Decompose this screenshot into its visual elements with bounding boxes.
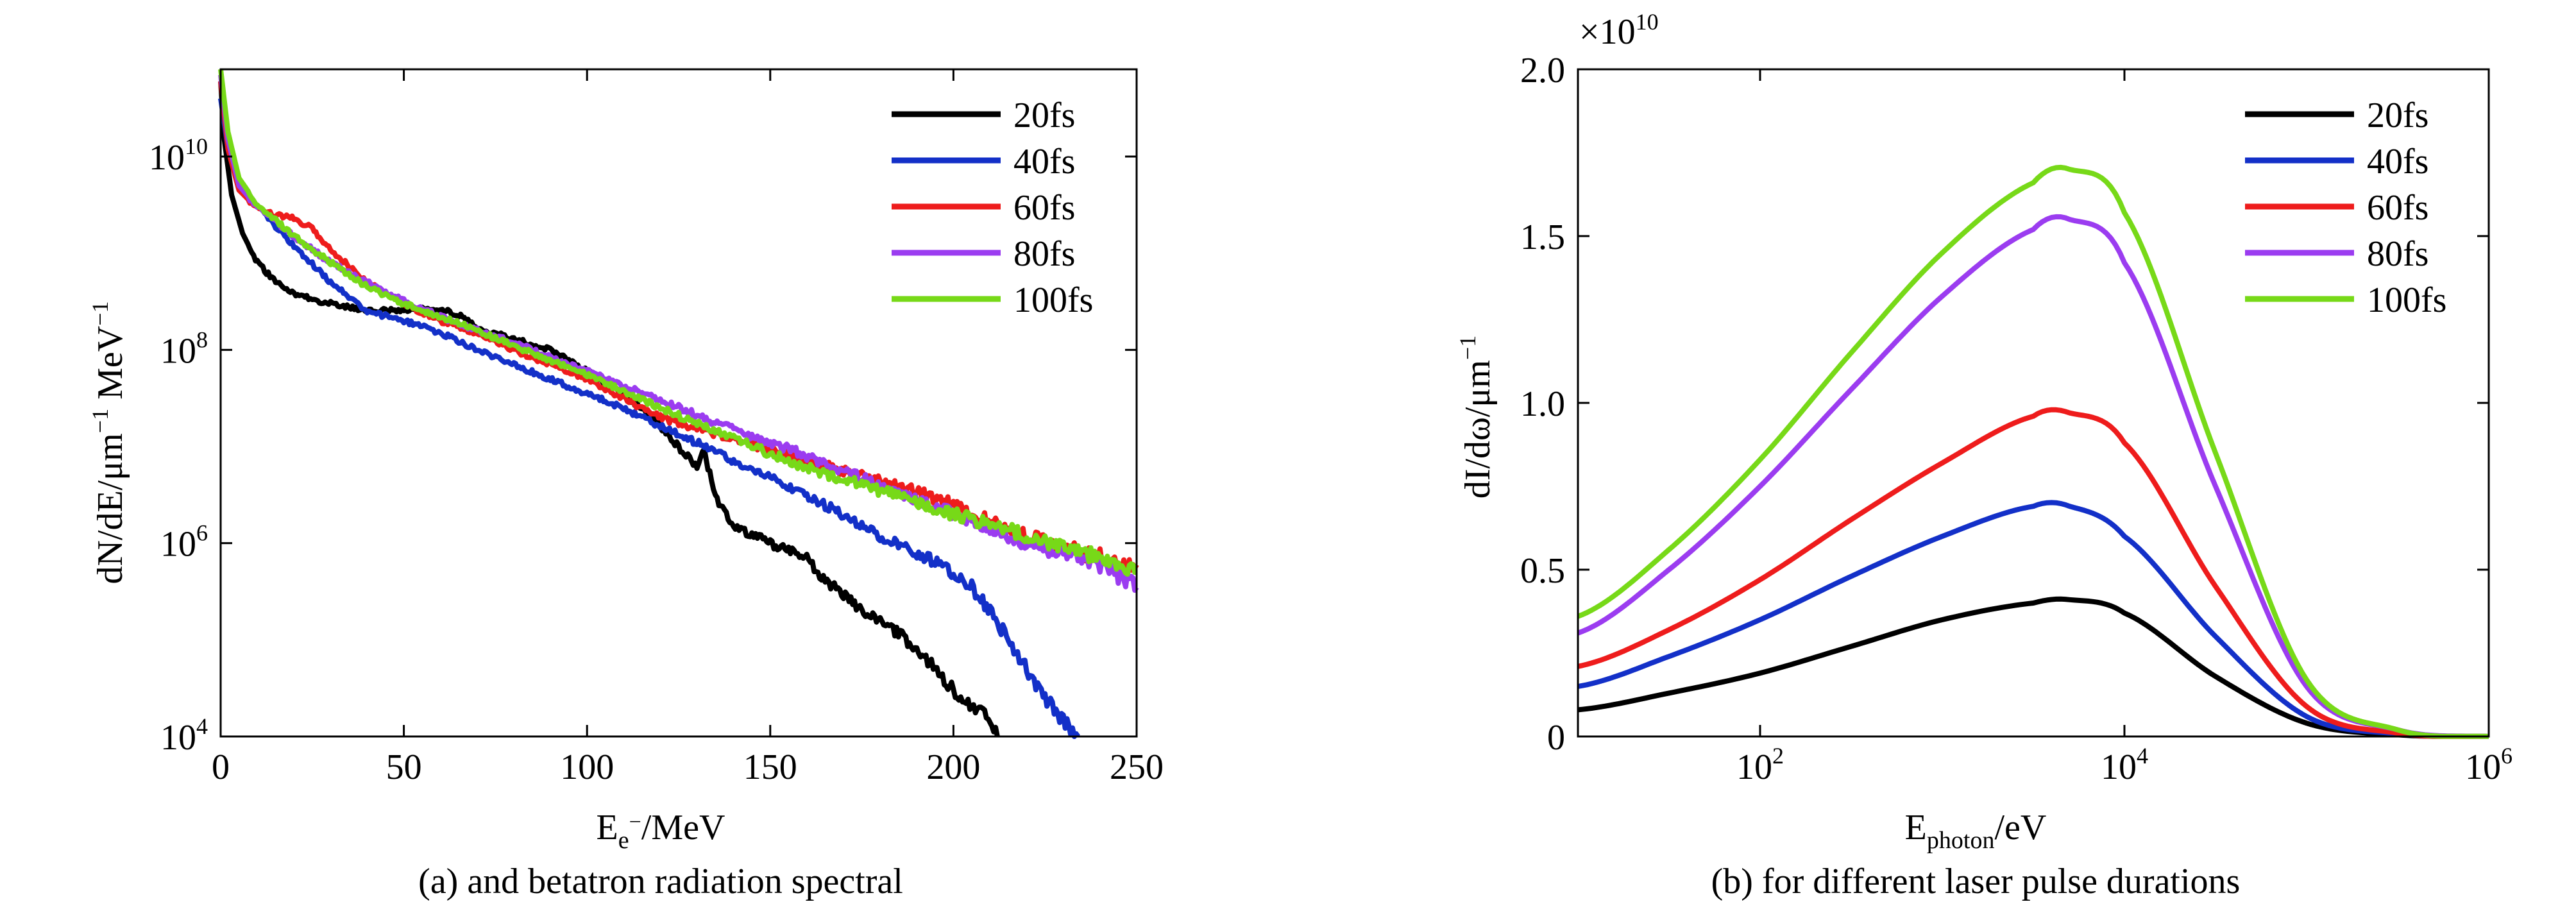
a-series-line-40fs [218, 98, 1080, 739]
a-series-line-20fs [218, 81, 1000, 737]
caption-a: (a) and betatron radiation spectral [418, 862, 903, 901]
b-legend-label-20fs: 20fs [2367, 96, 2428, 135]
b-y-tick-label: 0 [1547, 718, 1565, 758]
b-series-line-100fs [1577, 164, 2489, 739]
a-y-tick-label: 108 [160, 327, 208, 371]
b-x-tick-label: 104 [2101, 743, 2148, 787]
plot-area-b: 102 104 10600.51.01.52.020fs40fs60fs80fs10… [1520, 51, 2512, 787]
a-y-ticks: 104 106 108 1010 [149, 133, 1137, 758]
b-x-ticks: 102 104 106 [1736, 69, 2512, 787]
b-y-ticks: 0 0.5 1.0 1.5 2.0 [1520, 51, 2489, 758]
a-legend-label-80fs: 80fs [1013, 234, 1075, 274]
b-series-line-40fs [1577, 500, 2489, 739]
a-x-tick-label: 50 [386, 747, 422, 787]
spectrum-chart-a: 0 50 100 150 200 250 104 106 108 1010 20fs 40fs 60fs… [87, 68, 1164, 901]
b-legend-label-80fs: 80fs [2367, 234, 2428, 274]
a-legend-label-40fs: 40fs [1013, 142, 1075, 182]
b-y-tick-label: 2.0 [1520, 51, 1565, 90]
a-legend-label-100fs: 100fs [1013, 280, 1093, 320]
a-y-tick-label: 106 [160, 520, 208, 565]
x-axis-label-a: Ee−/MeV [597, 808, 725, 854]
a-x-tick-label: 200 [926, 747, 980, 787]
a-legend: 20fs 40fs 60fs 80fs 100fs [892, 96, 1093, 320]
plot-area-a: 0 50 100 150 200 250 104 106 108 1010 20fs 40fs 60fs… [149, 68, 1164, 787]
spectrum-chart-b: 102 104 10600.51.01.52.020fs40fs60fs80fs10… [1455, 9, 2512, 901]
multiplier-label-b: ×1010 [1579, 9, 1659, 52]
a-x-tick-label: 100 [560, 747, 614, 787]
a-series-line-80fs [218, 74, 1139, 593]
b-legend: 20fs 40fs 60fs 80fs 100fs [2245, 96, 2446, 320]
b-legend-label-100fs: 100fs [2367, 280, 2446, 320]
b-series-line-80fs [1577, 214, 2489, 739]
caption-b: (b) for different laser pulse durations [1711, 862, 2241, 901]
b-y-tick-label: 1.0 [1520, 384, 1565, 424]
a-series-line-100fs [218, 69, 1138, 577]
a-legend-label-60fs: 60fs [1013, 188, 1075, 228]
a-legend-label-20fs: 20fs [1013, 96, 1075, 135]
b-series-group [1577, 164, 2489, 739]
b-y-tick-label: 0.5 [1520, 551, 1565, 591]
b-x-tick-label: 102 [1736, 743, 1784, 787]
a-x-tick-label: 250 [1110, 747, 1164, 787]
b-series-line-60fs [1577, 407, 2489, 739]
a-x-ticks: 0 50 100 150 200 250 [212, 69, 1164, 787]
x-axis-label-b: Ephoton/eV [1905, 808, 2047, 854]
a-x-tick-label: 150 [743, 747, 797, 787]
b-y-tick-label: 1.5 [1520, 217, 1565, 257]
y-axis-label-b: dI/dω/μm−1 [1455, 336, 1498, 499]
b-legend-label-40fs: 40fs [2367, 142, 2428, 182]
a-x-tick-label: 0 [212, 747, 230, 787]
b-legend-label-60fs: 60fs [2367, 188, 2428, 228]
a-y-tick-label: 104 [160, 713, 208, 758]
a-series-group [218, 69, 1139, 739]
y-axis-label-a: dN/dE/μm−1 MeV−1 [87, 301, 130, 584]
a-y-tick-label: 1010 [149, 133, 208, 178]
a-axes-frame [219, 68, 1138, 738]
a-series-line-60fs [218, 81, 1139, 574]
b-x-tick-label: 106 [2465, 743, 2512, 787]
